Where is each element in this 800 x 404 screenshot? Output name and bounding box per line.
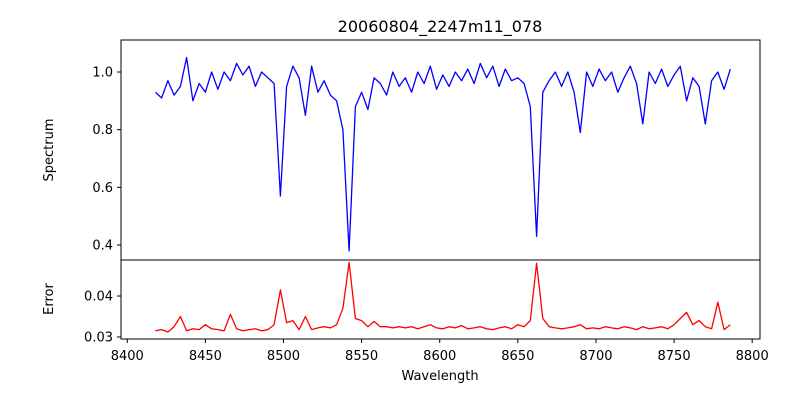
y-axis-label-spectrum: Spectrum (42, 119, 57, 182)
y-tick-label: 1.0 (92, 66, 113, 81)
x-tick-label: 8700 (579, 349, 612, 364)
axes-frame-1 (120, 259, 761, 340)
series-line-spectrum (154, 56, 731, 252)
x-tick-label: 8800 (736, 349, 769, 364)
y-tick-label: 0.8 (92, 123, 113, 138)
y-tick-label: 0.4 (92, 239, 113, 254)
x-tick-label: 8750 (658, 349, 691, 364)
y-tick-label: 0.6 (92, 181, 113, 196)
series-line-error (155, 261, 731, 333)
chart-title: 20060804_2247m11_078 (338, 17, 543, 37)
x-axis-label: Wavelength (401, 369, 478, 384)
x-tick-label: 8400 (111, 349, 144, 364)
x-tick-label: 8500 (267, 349, 300, 364)
x-tick-label: 8450 (189, 349, 222, 364)
axes-frame-0 (120, 39, 761, 261)
y-axis-label-error: Error (42, 283, 57, 315)
y-tick-label: 0.03 (84, 330, 113, 345)
x-tick-label: 8600 (423, 349, 456, 364)
x-tick-label: 8550 (345, 349, 378, 364)
x-tick-label: 8650 (501, 349, 534, 364)
y-tick-label: 0.04 (84, 290, 113, 305)
